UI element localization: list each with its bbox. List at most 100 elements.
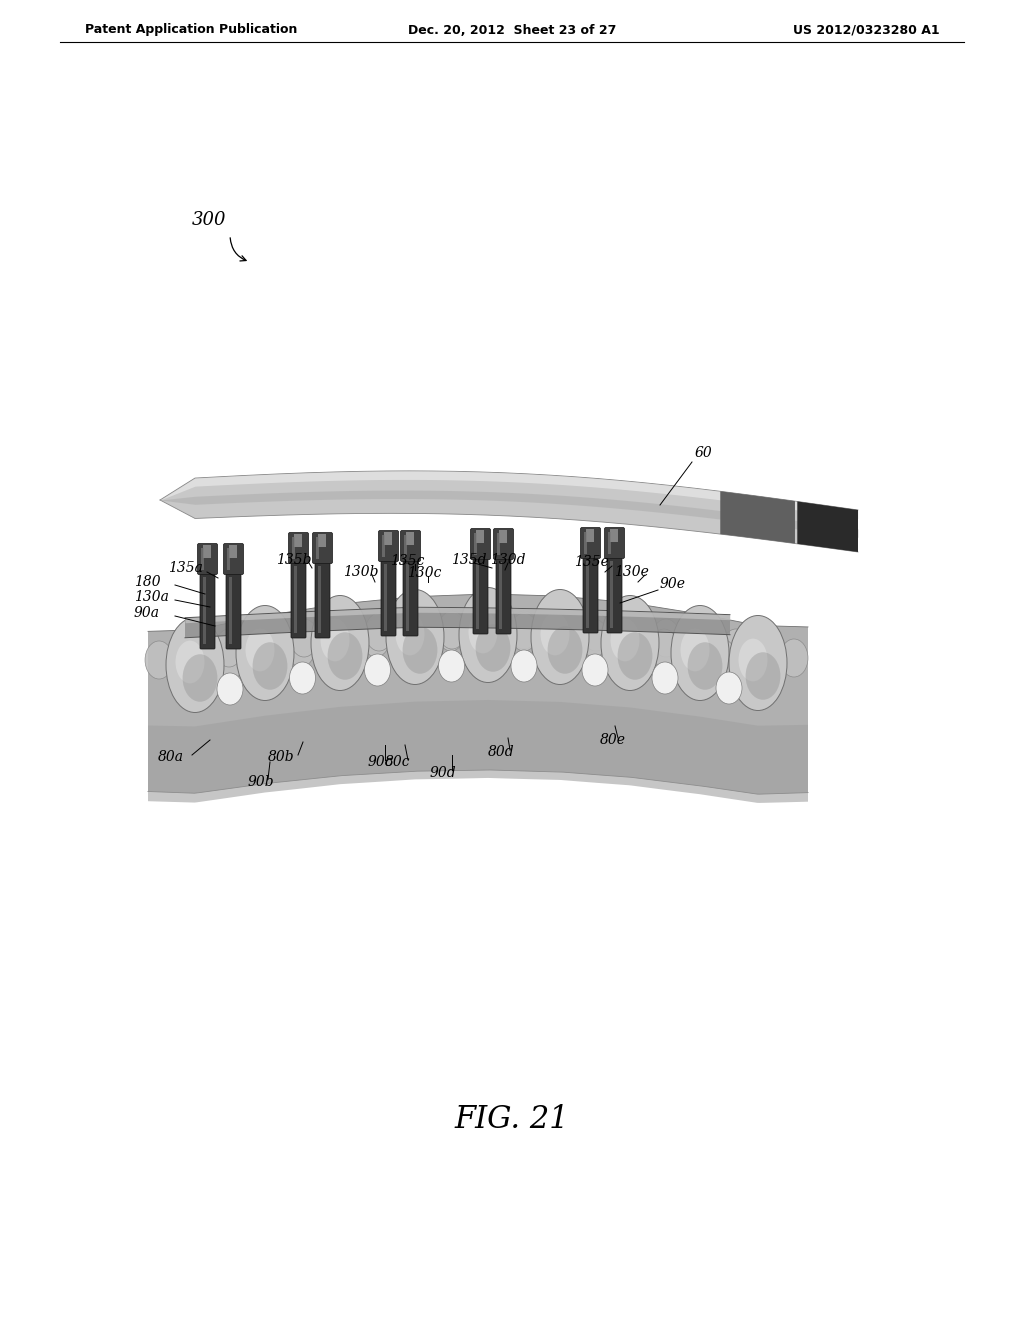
Ellipse shape	[365, 653, 390, 686]
Ellipse shape	[215, 630, 243, 667]
Ellipse shape	[722, 630, 750, 667]
Ellipse shape	[531, 590, 589, 685]
FancyBboxPatch shape	[494, 528, 513, 560]
Bar	[318, 535, 326, 546]
FancyBboxPatch shape	[379, 531, 398, 561]
Bar	[294, 535, 302, 546]
Bar	[584, 532, 587, 554]
Ellipse shape	[729, 615, 787, 710]
Ellipse shape	[182, 655, 217, 702]
FancyBboxPatch shape	[223, 544, 244, 574]
FancyBboxPatch shape	[470, 528, 490, 560]
Text: 90d: 90d	[430, 766, 457, 780]
Bar	[406, 532, 414, 545]
Ellipse shape	[671, 606, 729, 701]
Bar	[384, 532, 392, 545]
Ellipse shape	[780, 639, 808, 677]
Ellipse shape	[510, 611, 538, 649]
Bar	[610, 561, 613, 628]
Bar	[499, 562, 502, 630]
Text: 90e: 90e	[660, 577, 686, 591]
Bar	[384, 564, 387, 631]
Text: 130b: 130b	[343, 565, 379, 579]
FancyBboxPatch shape	[496, 557, 511, 634]
Bar	[476, 531, 484, 543]
Ellipse shape	[287, 630, 315, 667]
Ellipse shape	[361, 619, 390, 657]
Bar	[499, 531, 507, 543]
Polygon shape	[720, 491, 795, 544]
FancyBboxPatch shape	[473, 557, 488, 634]
Bar	[203, 545, 211, 558]
Polygon shape	[160, 471, 858, 552]
FancyBboxPatch shape	[381, 558, 396, 636]
Ellipse shape	[290, 663, 315, 694]
Ellipse shape	[738, 639, 768, 681]
Bar	[406, 564, 409, 631]
Text: Patent Application Publication: Patent Application Publication	[85, 24, 297, 37]
Ellipse shape	[437, 612, 465, 651]
Bar	[316, 537, 319, 558]
Ellipse shape	[365, 612, 393, 651]
Bar	[404, 535, 407, 557]
FancyBboxPatch shape	[198, 544, 217, 574]
FancyBboxPatch shape	[583, 556, 598, 634]
Ellipse shape	[582, 653, 608, 686]
Text: Dec. 20, 2012  Sheet 23 of 27: Dec. 20, 2012 Sheet 23 of 27	[408, 24, 616, 37]
Ellipse shape	[438, 611, 466, 649]
Text: 80a: 80a	[158, 750, 184, 764]
Text: 130d: 130d	[490, 553, 525, 568]
FancyBboxPatch shape	[581, 528, 600, 558]
Ellipse shape	[459, 587, 517, 682]
Ellipse shape	[582, 612, 610, 651]
Polygon shape	[185, 607, 730, 638]
Ellipse shape	[321, 619, 349, 661]
Ellipse shape	[708, 639, 736, 677]
Ellipse shape	[395, 612, 425, 655]
Ellipse shape	[650, 630, 678, 667]
Text: FIG. 21: FIG. 21	[455, 1105, 569, 1135]
Ellipse shape	[580, 619, 608, 657]
Bar	[586, 529, 594, 543]
Bar	[294, 566, 297, 634]
Text: 135b: 135b	[276, 553, 311, 568]
Text: 60: 60	[695, 446, 713, 459]
FancyBboxPatch shape	[312, 532, 333, 564]
Text: 80d: 80d	[488, 744, 515, 759]
Bar	[229, 545, 237, 558]
Text: 135e: 135e	[574, 554, 609, 569]
Ellipse shape	[652, 619, 680, 657]
Text: 90c: 90c	[368, 755, 393, 770]
Bar	[608, 532, 611, 554]
Ellipse shape	[438, 649, 465, 682]
Text: 180: 180	[134, 576, 161, 589]
FancyBboxPatch shape	[400, 531, 421, 561]
Ellipse shape	[716, 672, 742, 704]
Ellipse shape	[617, 632, 652, 680]
Text: 80e: 80e	[600, 733, 626, 747]
FancyBboxPatch shape	[403, 558, 418, 636]
Ellipse shape	[311, 595, 369, 690]
Polygon shape	[148, 700, 808, 803]
Ellipse shape	[745, 652, 780, 700]
Bar	[227, 548, 230, 570]
Text: 90b: 90b	[248, 775, 274, 789]
Ellipse shape	[510, 612, 538, 651]
Ellipse shape	[475, 624, 510, 672]
Ellipse shape	[166, 618, 224, 713]
Ellipse shape	[610, 619, 640, 661]
Ellipse shape	[253, 643, 288, 690]
Text: 90a: 90a	[134, 606, 160, 620]
FancyBboxPatch shape	[291, 561, 306, 638]
Ellipse shape	[681, 628, 710, 672]
FancyBboxPatch shape	[289, 532, 308, 564]
Polygon shape	[798, 502, 858, 552]
Ellipse shape	[548, 626, 583, 673]
Ellipse shape	[175, 640, 205, 684]
Text: 130a: 130a	[134, 590, 169, 605]
FancyBboxPatch shape	[200, 572, 215, 649]
Ellipse shape	[145, 642, 173, 678]
FancyBboxPatch shape	[226, 572, 241, 649]
Ellipse shape	[469, 611, 498, 653]
FancyBboxPatch shape	[604, 528, 625, 558]
